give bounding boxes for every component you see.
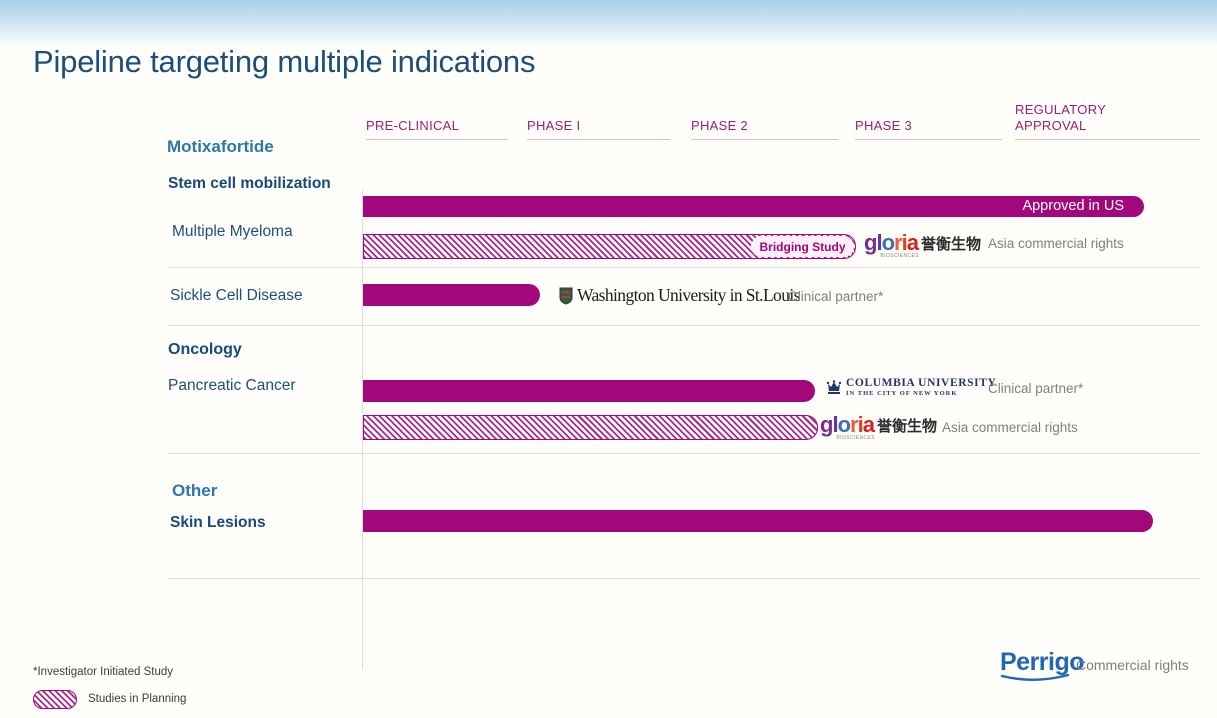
phase-header-phase3: PHASE 3 [855, 98, 1002, 140]
gloria-letter: r [894, 230, 903, 255]
gloria-biosciences-logo: gloria BIOSCIENCES 誉衡生物 [820, 412, 937, 441]
phase-header-regulatory-approval: REGULATORY APPROVAL [1015, 98, 1200, 140]
phase-header-label: PHASE 3 [855, 117, 913, 133]
row-label-multiple-myeloma: Multiple Myeloma [172, 223, 293, 240]
bar-multiple-myeloma-planning: Bridging Study [363, 234, 856, 259]
clinical-partner-label: Clinical partner* [988, 381, 1084, 396]
group-label-other: Other [172, 481, 218, 500]
columbia-university-logo: COLUMBIA UNIVERSITY IN THE CITY OF NEW Y… [826, 377, 996, 397]
perrigo-swoosh-icon [1000, 673, 1070, 681]
gloria-wordmark: gloria BIOSCIENCES [864, 230, 919, 259]
row-label-stem-cell: Stem cell mobilization [168, 175, 331, 192]
row-label-sickle-cell: Sickle Cell Disease [170, 287, 303, 304]
gloria-chinese-name: 誉衡生物 [876, 417, 937, 435]
perrigo-logo: Perrigo [1000, 648, 1085, 683]
studies-in-planning-swatch [33, 690, 77, 709]
columbia-text-block: COLUMBIA UNIVERSITY IN THE CITY OF NEW Y… [846, 377, 996, 397]
gloria-letter: a [862, 412, 875, 437]
perrigo-wordmark: Perrigo [1000, 648, 1085, 676]
bar-skin-lesions [363, 510, 1153, 532]
gloria-biosciences-sublabel: BIOSCIENCES [836, 435, 875, 441]
chart-axis-vertical-line [362, 190, 363, 670]
clinical-partner-label: Clinical partner* [788, 289, 884, 304]
phase-header-label: PHASE 2 [691, 117, 749, 133]
page-title: Pipeline targeting multiple indications [33, 44, 536, 79]
row-separator [168, 578, 1200, 579]
gloria-letter: o [881, 230, 895, 255]
columbia-sublabel: IN THE CITY OF NEW YORK [846, 390, 958, 397]
gloria-letter: a [906, 230, 919, 255]
investigator-footnote: *Investigator Initiated Study [33, 666, 173, 678]
phase-header-label: REGULATORY APPROVAL [1015, 101, 1106, 133]
gloria-letter: r [850, 412, 859, 437]
commercial-rights-label: Commercial rights [1076, 657, 1189, 673]
bar-status-label-approved: Approved in US [1022, 198, 1124, 214]
bridging-study-badge: Bridging Study [751, 236, 854, 257]
gloria-letter: l [876, 230, 882, 255]
phase-header-label: PRE-CLINICAL [366, 117, 460, 133]
gloria-chinese-name: 誉衡生物 [920, 235, 981, 253]
row-separator [168, 453, 1200, 454]
phase-header-label: PHASE I [527, 117, 581, 133]
group-label-oncology: Oncology [168, 341, 242, 358]
asia-commercial-rights-label: Asia commercial rights [942, 420, 1078, 435]
gloria-letter: g [864, 230, 877, 255]
washu-name: Washington University in St.Louis [577, 285, 800, 305]
columbia-crown-icon [826, 379, 842, 394]
gloria-letter: i [857, 412, 864, 437]
row-separator [168, 325, 1200, 326]
bar-sickle-cell-disease [363, 284, 540, 306]
gloria-letter: l [832, 412, 838, 437]
bar-pancreatic-cancer-planning [363, 415, 818, 440]
washu-shield-icon [559, 287, 573, 305]
gloria-letter: o [837, 412, 851, 437]
phase-header-preclinical: PRE-CLINICAL [366, 98, 508, 140]
asia-commercial-rights-label: Asia commercial rights [988, 236, 1124, 251]
washington-university-logo: Washington University in St.Louis [559, 285, 800, 306]
studies-in-planning-label: Studies in Planning [88, 693, 187, 705]
group-label-motixafortide: Motixafortide [167, 137, 274, 156]
columbia-name: COLUMBIA UNIVERSITY [846, 377, 997, 389]
phase-header-phase1: PHASE I [527, 98, 670, 140]
header-gradient-band [0, 0, 1217, 48]
gloria-letter: i [901, 230, 908, 255]
bar-stem-cell-mobilization: Approved in US [363, 196, 1144, 217]
row-label-pancreatic-cancer: Pancreatic Cancer [168, 377, 296, 394]
gloria-biosciences-sublabel: BIOSCIENCES [880, 253, 919, 259]
gloria-letter: g [820, 412, 833, 437]
gloria-wordmark: gloria BIOSCIENCES [820, 412, 875, 441]
bar-pancreatic-cancer [363, 380, 815, 402]
phase-header-phase2: PHASE 2 [691, 98, 838, 140]
row-label-skin-lesions: Skin Lesions [170, 514, 266, 531]
gloria-biosciences-logo: gloria BIOSCIENCES 誉衡生物 [864, 230, 981, 259]
row-separator [168, 267, 1200, 268]
